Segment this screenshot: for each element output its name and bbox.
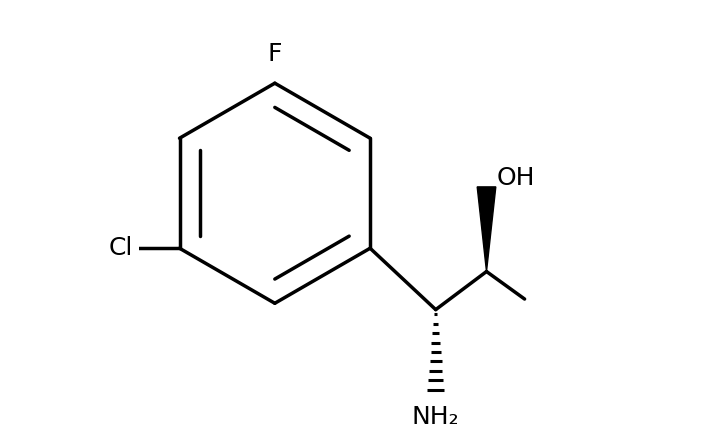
Polygon shape xyxy=(477,187,496,272)
Text: NH₂: NH₂ xyxy=(412,405,460,429)
Text: OH: OH xyxy=(497,167,536,191)
Text: F: F xyxy=(267,42,282,66)
Text: Cl: Cl xyxy=(109,236,133,260)
